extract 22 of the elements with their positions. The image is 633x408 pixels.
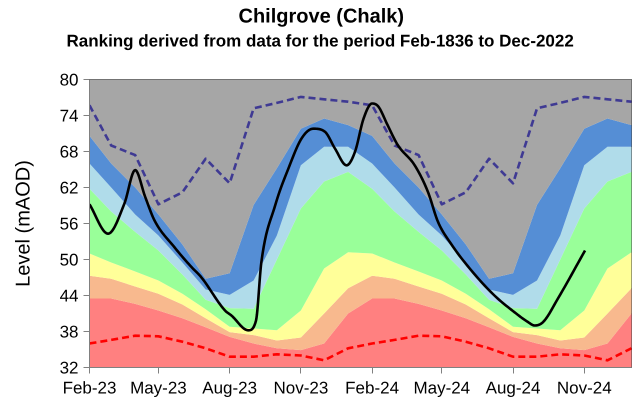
y-tick-label: 50 [60,250,79,270]
x-tick-label: Nov-23 [273,378,328,398]
chart-subtitle: Ranking derived from data for the period Feb-1836 to Dec-2022 [66,32,574,50]
y-tick-label: 56 [60,214,79,234]
chart-title: Chilgrove (Chalk) [238,6,404,28]
y-tick-label: 44 [60,286,79,306]
line-series [90,96,632,206]
x-tick-label: Feb-23 [62,378,116,398]
y-axis-title: Level (mAOD) [12,160,35,287]
line-series [90,334,632,362]
x-tick-label: Aug-24 [486,378,540,398]
y-tick-label: 68 [60,142,79,162]
y-tick-label: 32 [60,358,79,378]
x-tick-label: Aug-23 [202,378,258,398]
x-tick-label: Feb-24 [345,378,400,398]
y-tick-label: 38 [60,322,79,342]
y-tick-label: 80 [60,70,79,90]
x-tick-label: May-24 [413,378,470,398]
y-tick-label: 62 [60,178,79,198]
x-tick-label: May-23 [130,378,187,398]
y-tick-label: 74 [60,106,79,126]
x-tick-label: Nov-24 [556,378,612,398]
